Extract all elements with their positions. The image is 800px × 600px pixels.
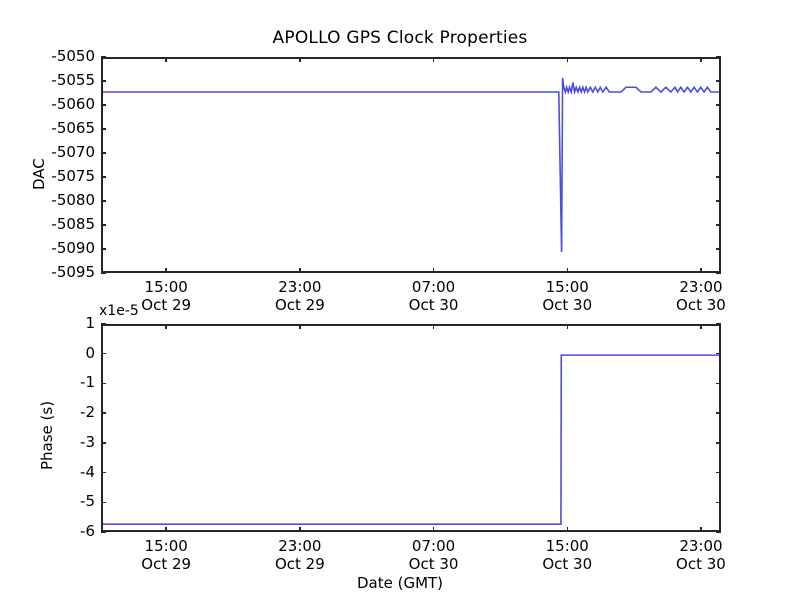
y-tick-label: -5: [80, 492, 95, 511]
x-tick-label: 15:00 Oct 29: [141, 537, 192, 573]
y-tick-mark: [101, 382, 106, 385]
y-tick-mark: [101, 128, 106, 130]
y-tick-label: 0: [85, 343, 95, 362]
x-tick-label: 23:00 Oct 29: [274, 278, 325, 314]
y-tick-mark: [101, 80, 106, 82]
y-tick-mark: [101, 531, 106, 533]
y-tick-label: -6: [80, 522, 95, 540]
x-tick-mark: [432, 527, 435, 532]
x-tick-mark: [432, 268, 435, 273]
y-tick-label: -5095: [51, 263, 95, 281]
y-tick-mark: [716, 531, 721, 533]
y-tick-mark: [716, 176, 721, 178]
y-tick-mark: [716, 152, 721, 154]
y-tick-mark: [101, 152, 106, 154]
x-tick-mark: [566, 324, 568, 329]
y-tick-label: -1: [80, 373, 95, 392]
x-tick-mark: [566, 57, 568, 62]
y-tick-label: -5080: [51, 191, 95, 209]
y-tick-label: -5085: [51, 215, 95, 233]
x-tick-mark: [700, 57, 702, 62]
y-tick-mark: [716, 323, 721, 325]
y-tick-mark: [716, 471, 721, 474]
x-tick-label: 15:00 Oct 30: [542, 278, 593, 314]
y-tick-mark: [716, 412, 721, 414]
y-tick-mark: [716, 128, 721, 130]
y-tick-mark: [716, 248, 721, 250]
x-tick-mark: [165, 527, 167, 532]
y-tick-mark: [101, 248, 106, 250]
x-tick-mark: [700, 527, 702, 532]
dac-data-line: [103, 77, 719, 253]
x-tick-mark: [566, 268, 568, 273]
x-tick-mark: [432, 57, 435, 62]
x-tick-label: 07:00 Oct 30: [408, 537, 459, 573]
x-tick-mark: [299, 57, 301, 62]
x-axis-label: Date (GMT): [356, 574, 444, 592]
y-tick-mark: [101, 442, 106, 444]
y-tick-label: -3: [80, 432, 95, 451]
y-tick-mark: [101, 352, 106, 355]
x-tick-label: 07:00 Oct 30: [408, 278, 459, 314]
y-tick-label: -2: [80, 403, 95, 422]
y-tick-label: -4: [80, 462, 95, 481]
y-tick-mark: [716, 200, 721, 202]
x-tick-label: 23:00 Oct 30: [676, 278, 726, 314]
y-tick-mark: [716, 224, 721, 226]
y-tick-mark: [101, 176, 106, 178]
y-tick-label: -5065: [51, 119, 95, 137]
y-tick-mark: [716, 104, 721, 106]
x-tick-mark: [299, 324, 301, 329]
y-tick-mark: [716, 80, 721, 82]
y-tick-mark: [101, 56, 106, 58]
x-tick-mark: [165, 324, 167, 329]
y-tick-mark: [716, 352, 721, 355]
x-tick-mark: [700, 324, 702, 329]
y-tick-mark: [101, 200, 106, 202]
y-tick-mark: [101, 272, 106, 274]
y-tick-label: -5075: [51, 167, 95, 185]
dac-plot-area: [101, 57, 721, 273]
x-tick-mark: [299, 268, 301, 273]
x-tick-mark: [299, 527, 301, 532]
phase-plot-area: [101, 324, 721, 532]
y-tick-mark: [101, 412, 106, 414]
y-tick-mark: [716, 56, 721, 58]
y-tick-mark: [716, 272, 721, 274]
y-tick-label: -5070: [51, 143, 95, 161]
y-tick-label: -5050: [51, 47, 95, 65]
phase-series-canvas: [103, 354, 719, 525]
y-tick-mark: [101, 104, 106, 106]
x-tick-label: 15:00 Oct 29: [141, 278, 192, 314]
x-tick-mark: [165, 268, 167, 273]
x-tick-mark: [566, 527, 568, 532]
phase-y-offset-text: x1e-5: [99, 303, 139, 319]
x-tick-mark: [432, 324, 435, 329]
y-tick-mark: [716, 382, 721, 385]
y-tick-mark: [101, 501, 106, 504]
y-tick-mark: [101, 323, 106, 325]
y-tick-mark: [716, 442, 721, 444]
x-tick-mark: [165, 57, 167, 62]
y-tick-label: 1: [85, 314, 95, 332]
x-tick-mark: [700, 268, 702, 273]
y-tick-label: -5055: [51, 71, 95, 89]
y-tick-mark: [101, 224, 106, 226]
y-tick-label: -5090: [51, 239, 95, 257]
phase-data-line: [103, 354, 719, 525]
y-tick-mark: [716, 501, 721, 504]
x-tick-label: 23:00 Oct 29: [274, 537, 325, 573]
y-tick-label: -5060: [51, 95, 95, 113]
y-tick-mark: [101, 471, 106, 474]
x-tick-label: 23:00 Oct 30: [676, 537, 726, 573]
x-tick-label: 15:00 Oct 30: [542, 537, 593, 573]
figure-title: APOLLO GPS Clock Properties: [272, 28, 528, 48]
dac-series-canvas: [103, 77, 719, 253]
